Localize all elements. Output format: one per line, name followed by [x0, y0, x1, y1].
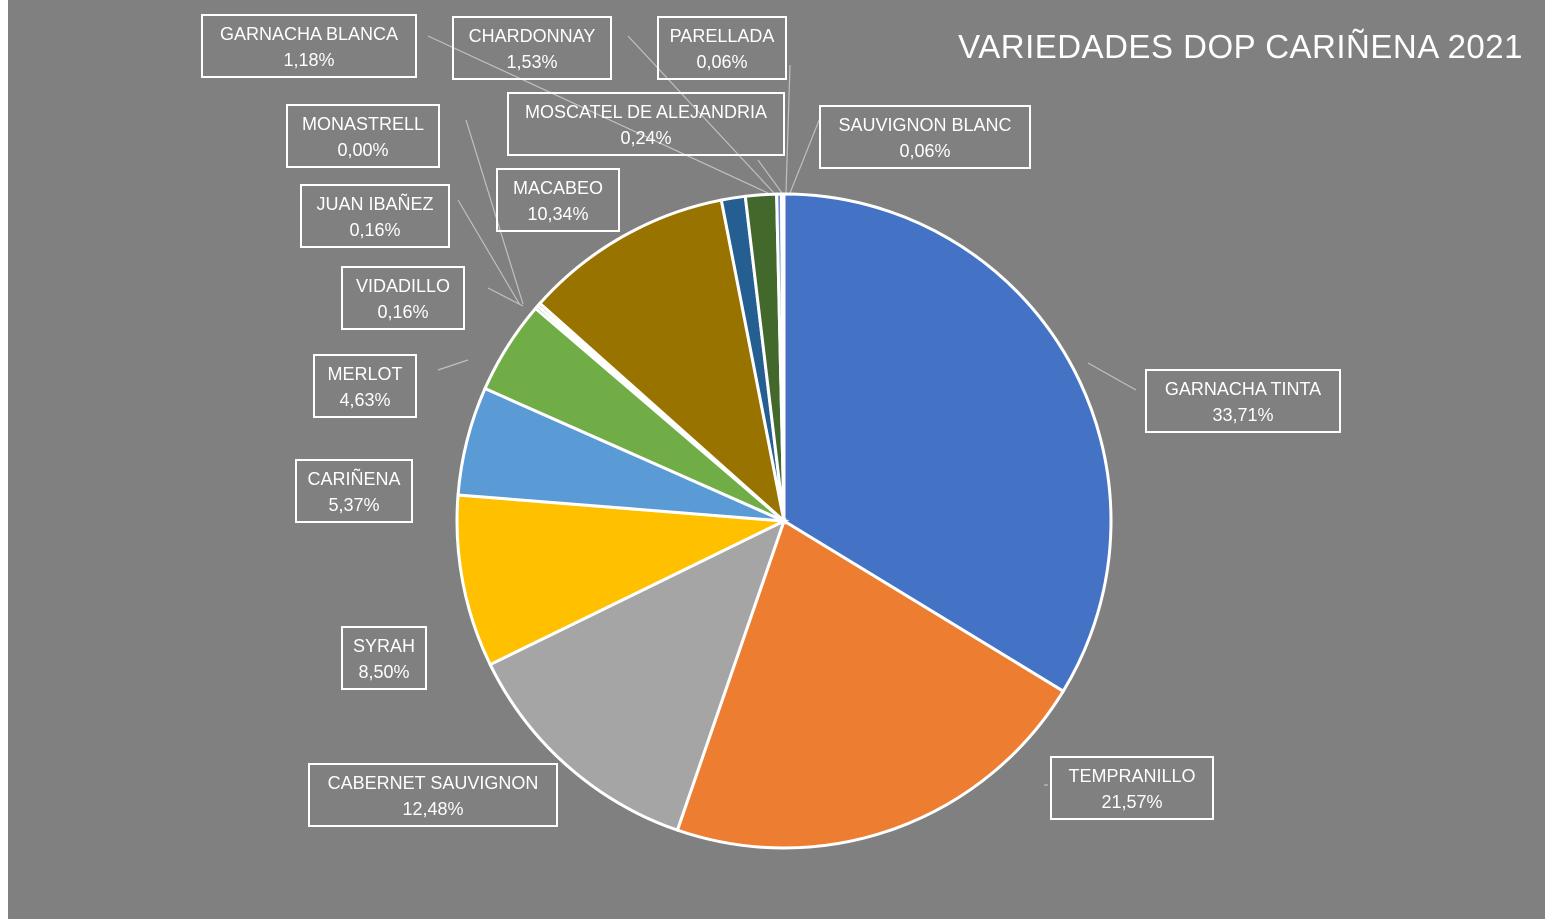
data-label-value: 4,63%	[339, 390, 390, 410]
data-label-box	[286, 104, 440, 168]
data-label-category: TEMPRANILLO	[1068, 766, 1195, 786]
data-label-box	[507, 92, 785, 156]
data-label: CHARDONNAY 1,53%	[452, 16, 612, 80]
data-label-box	[452, 16, 612, 80]
leader-line	[757, 159, 783, 194]
data-label: MACABEO 10,34%	[496, 168, 620, 232]
data-label-value: 0,16%	[377, 302, 428, 322]
leader-line	[487, 287, 524, 307]
data-label-value: 1,18%	[283, 50, 334, 70]
data-label-category: CARIÑENA	[307, 468, 400, 489]
data-label-category: MACABEO	[513, 178, 603, 198]
data-label-category: SYRAH	[353, 636, 415, 656]
data-label-value: 0,00%	[337, 140, 388, 160]
data-label-category: GARNACHA BLANCA	[220, 24, 398, 44]
data-label-box	[295, 459, 413, 523]
pie-slice-garnacha-tinta	[782, 192, 1113, 694]
data-label-category: CABERNET SAUVIGNON	[328, 773, 539, 793]
chart-title: VARIEDADES DOP CARIÑENA 2021	[958, 28, 1523, 65]
data-label-box	[313, 354, 417, 418]
data-label: MERLOT 4,63%	[313, 354, 417, 418]
pie-slice-macabeo	[537, 198, 787, 526]
data-label-value: 12,48%	[402, 799, 463, 819]
data-label: SYRAH 8,50%	[341, 626, 427, 690]
data-label-value: 0,06%	[696, 52, 747, 72]
data-label-value: 1,53%	[506, 52, 557, 72]
data-label: JUAN IBAÑEZ 0,16%	[300, 184, 450, 248]
data-label-category: CHARDONNAY	[469, 26, 596, 46]
chart-area: VARIEDADES DOP CARIÑENA 2021 GARNACHA TI…	[8, 0, 1545, 919]
data-label-box	[341, 266, 465, 330]
pie-slice-syrah	[455, 493, 790, 667]
data-label-value: 33,71%	[1212, 405, 1273, 425]
data-label-box	[1145, 369, 1341, 433]
data-label-box	[657, 16, 787, 80]
data-label: GARNACHA TINTA 33,71%	[1145, 369, 1341, 433]
data-label: VIDADILLO 0,16%	[341, 266, 465, 330]
data-label-category: JUAN IBAÑEZ	[316, 193, 433, 214]
data-label: SAUVIGNON BLANC 0,06%	[819, 105, 1031, 169]
data-label-value: 21,57%	[1101, 792, 1162, 812]
data-label-category: GARNACHA TINTA	[1165, 379, 1321, 399]
pie-slice-sauvignon-blanc	[781, 192, 786, 522]
pie-slice-tempranillo	[675, 518, 1066, 850]
data-label-category: MONASTRELL	[302, 114, 424, 134]
leader-line	[465, 119, 524, 305]
leader-line	[427, 35, 769, 194]
data-label: CARIÑENA 5,37%	[295, 459, 413, 523]
data-label-box	[308, 763, 558, 827]
data-label-box	[300, 184, 450, 248]
pie-chart: VARIEDADES DOP CARIÑENA 2021 GARNACHA TI…	[201, 14, 1523, 850]
leader-line	[457, 199, 521, 306]
leader-line	[1087, 362, 1137, 391]
data-label-box	[201, 14, 417, 78]
data-label-category: PARELLADA	[670, 26, 775, 46]
data-label-value: 10,34%	[527, 204, 588, 224]
data-label-category: MOSCATEL DE ALEJANDRIA	[525, 102, 767, 122]
data-label: MOSCATEL DE ALEJANDRIA 0,24%	[507, 92, 785, 156]
leader-line	[627, 35, 775, 194]
data-label-box	[341, 626, 427, 690]
data-label-box	[1050, 756, 1214, 820]
data-label-value: 8,50%	[358, 662, 409, 682]
data-label-category: VIDADILLO	[356, 276, 450, 296]
leader-line	[437, 359, 469, 371]
data-label-value: 0,06%	[899, 141, 950, 161]
data-label: GARNACHA BLANCA 1,18%	[201, 14, 417, 78]
data-label: MONASTRELL 0,00%	[286, 104, 440, 168]
data-label-value: 0,16%	[349, 220, 400, 240]
data-label-category: MERLOT	[327, 364, 402, 384]
data-label-box	[819, 105, 1031, 169]
leader-line	[789, 117, 821, 194]
leader-line	[785, 64, 791, 194]
data-label: PARELLADA 0,06%	[657, 16, 787, 80]
data-label: TEMPRANILLO 21,57%	[1050, 756, 1214, 820]
data-label: CABERNET SAUVIGNON 12,48%	[308, 763, 558, 827]
pie-slice-cabernet-sauvignon	[488, 518, 787, 833]
data-label-category: SAUVIGNON BLANC	[838, 115, 1011, 135]
data-label-value: 5,37%	[328, 495, 379, 515]
data-label-value: 0,24%	[620, 128, 671, 148]
data-label-box	[496, 168, 620, 232]
